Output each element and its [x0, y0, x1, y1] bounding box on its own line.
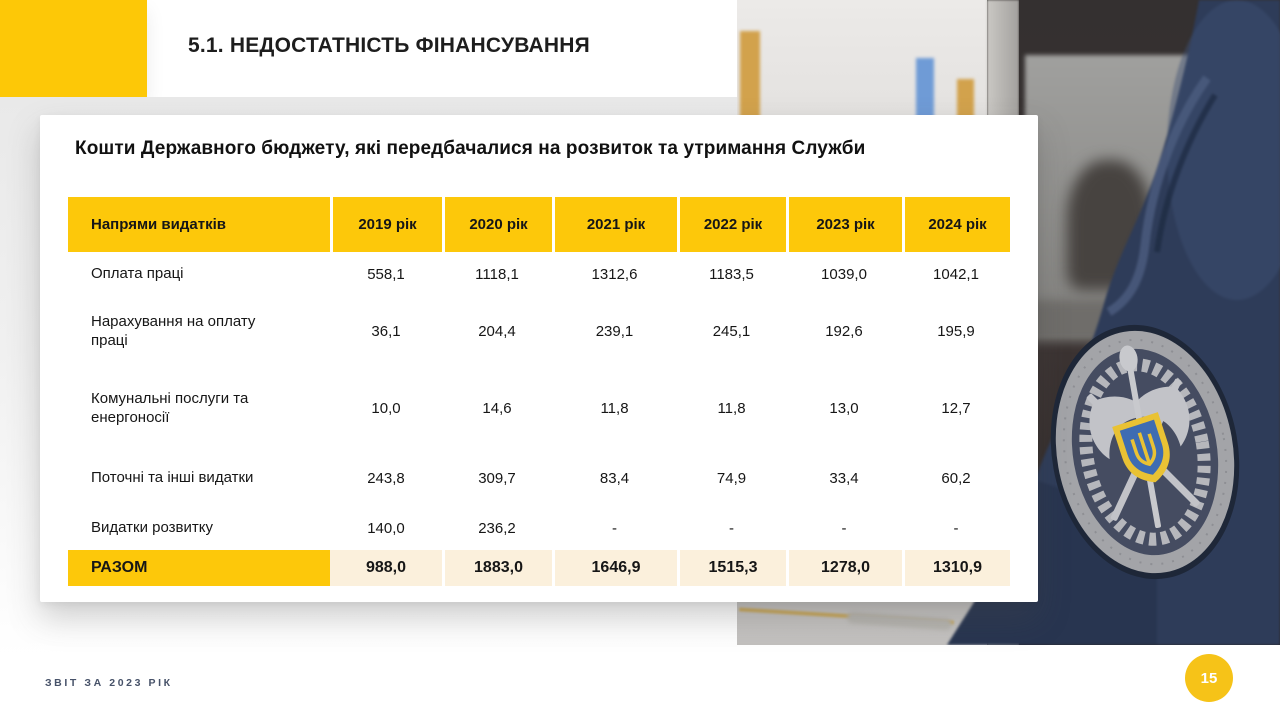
row-label: Поточні та інші видатки — [91, 469, 254, 487]
page-number: 15 — [1200, 669, 1218, 687]
report-footer-label: ЗВІТ ЗА 2023 РІК — [45, 677, 173, 689]
table-cell: 83,4 — [599, 469, 630, 487]
table-cell: 10,0 — [371, 399, 401, 417]
table-cell: 558,1 — [367, 265, 405, 283]
table-cell: 195,9 — [937, 322, 975, 340]
budget-card: Кошти Державного бюджету, які передбачал… — [40, 115, 1038, 602]
total-cell: 1310,9 — [902, 550, 1010, 586]
page-number-badge: 15 — [1185, 654, 1233, 702]
table-cell: 245,1 — [712, 322, 751, 340]
table-header-row: Напрями видатків 2019 рік 2020 рік 2021 … — [68, 197, 1010, 252]
table-cell: 60,2 — [941, 469, 971, 487]
column-header: 2023 рік — [786, 197, 902, 252]
table-cell: 204,4 — [478, 322, 516, 340]
table-cell: 14,6 — [482, 399, 512, 417]
table-cell: 1312,6 — [591, 265, 638, 283]
table-cell: - — [729, 519, 734, 537]
total-cell: 1515,3 — [677, 550, 786, 586]
table-cell: 192,6 — [825, 322, 863, 340]
table-cell: - — [612, 519, 617, 537]
total-cell: 1278,0 — [786, 550, 902, 586]
table-row: Поточні та інші видатки 243,8 309,7 83,4… — [68, 450, 1010, 506]
service-emblem-patch — [1050, 324, 1240, 580]
budget-table: Напрями видатків 2019 рік 2020 рік 2021 … — [68, 197, 1010, 586]
column-header: 2024 рік — [902, 197, 1010, 252]
row-label: Нарахування на оплату праці — [91, 312, 256, 350]
table-cell: 1039,0 — [821, 265, 867, 283]
blurred-chart-bar — [916, 58, 934, 121]
table-cell: 33,4 — [829, 469, 859, 487]
table-row: Оплата праці 558,1 1118,1 1312,6 1183,5 … — [68, 252, 1010, 296]
table-cell: 12,7 — [941, 399, 971, 417]
table-cell: 309,7 — [478, 469, 516, 487]
accent-square — [0, 0, 147, 97]
table-cell: 239,1 — [595, 322, 634, 340]
row-label: Комунальні послуги та енергоносії — [91, 389, 249, 427]
row-label: Видатки розвитку — [91, 519, 213, 537]
table-cell: - — [953, 519, 959, 537]
table-cell: 11,8 — [717, 399, 746, 417]
table-cell: 1042,1 — [933, 265, 979, 283]
row-label: Оплата праці — [91, 265, 184, 283]
column-header: 2021 рік — [552, 197, 677, 252]
trident-shield-icon — [1112, 412, 1170, 483]
column-header: Напрями видатків — [68, 197, 330, 252]
table-total-row: РАЗОМ 988,0 1883,0 1646,9 1515,3 1278,0 … — [68, 550, 1010, 586]
uniform-shoulder-graphic — [947, 0, 1280, 645]
total-cell: 988,0 — [330, 550, 442, 586]
slide-title: 5.1. НЕДОСТАТНІСТЬ ФІНАНСУВАННЯ — [188, 34, 590, 57]
column-header: 2019 рік — [330, 197, 442, 252]
table-cell: 1118,1 — [475, 265, 519, 283]
column-header: 2020 рік — [442, 197, 552, 252]
table-cell: 74,9 — [716, 469, 747, 487]
total-label: РАЗОМ — [68, 550, 330, 586]
total-cell: 1646,9 — [552, 550, 677, 586]
table-cell: 236,2 — [478, 519, 516, 537]
blurred-chart-bar — [740, 31, 760, 121]
table-cell: 1183,5 — [709, 265, 754, 283]
table-row: Видатки розвитку 140,0 236,2 - - - - — [68, 506, 1010, 550]
table-cell: - — [841, 519, 847, 537]
column-header: 2022 рік — [677, 197, 786, 252]
table-cell: 36,1 — [371, 322, 401, 340]
table-row: Комунальні послуги та енергоносії 10,0 1… — [68, 366, 1010, 450]
card-title: Кошти Державного бюджету, які передбачал… — [75, 138, 866, 159]
table-row: Нарахування на оплату праці 36,1 204,4 2… — [68, 296, 1010, 366]
table-cell: 11,8 — [600, 399, 629, 417]
blurred-chart-bar — [957, 79, 974, 121]
table-cell: 140,0 — [367, 519, 405, 537]
table-cell: 13,0 — [829, 399, 859, 417]
total-cell: 1883,0 — [442, 550, 552, 586]
table-cell: 243,8 — [367, 469, 405, 487]
